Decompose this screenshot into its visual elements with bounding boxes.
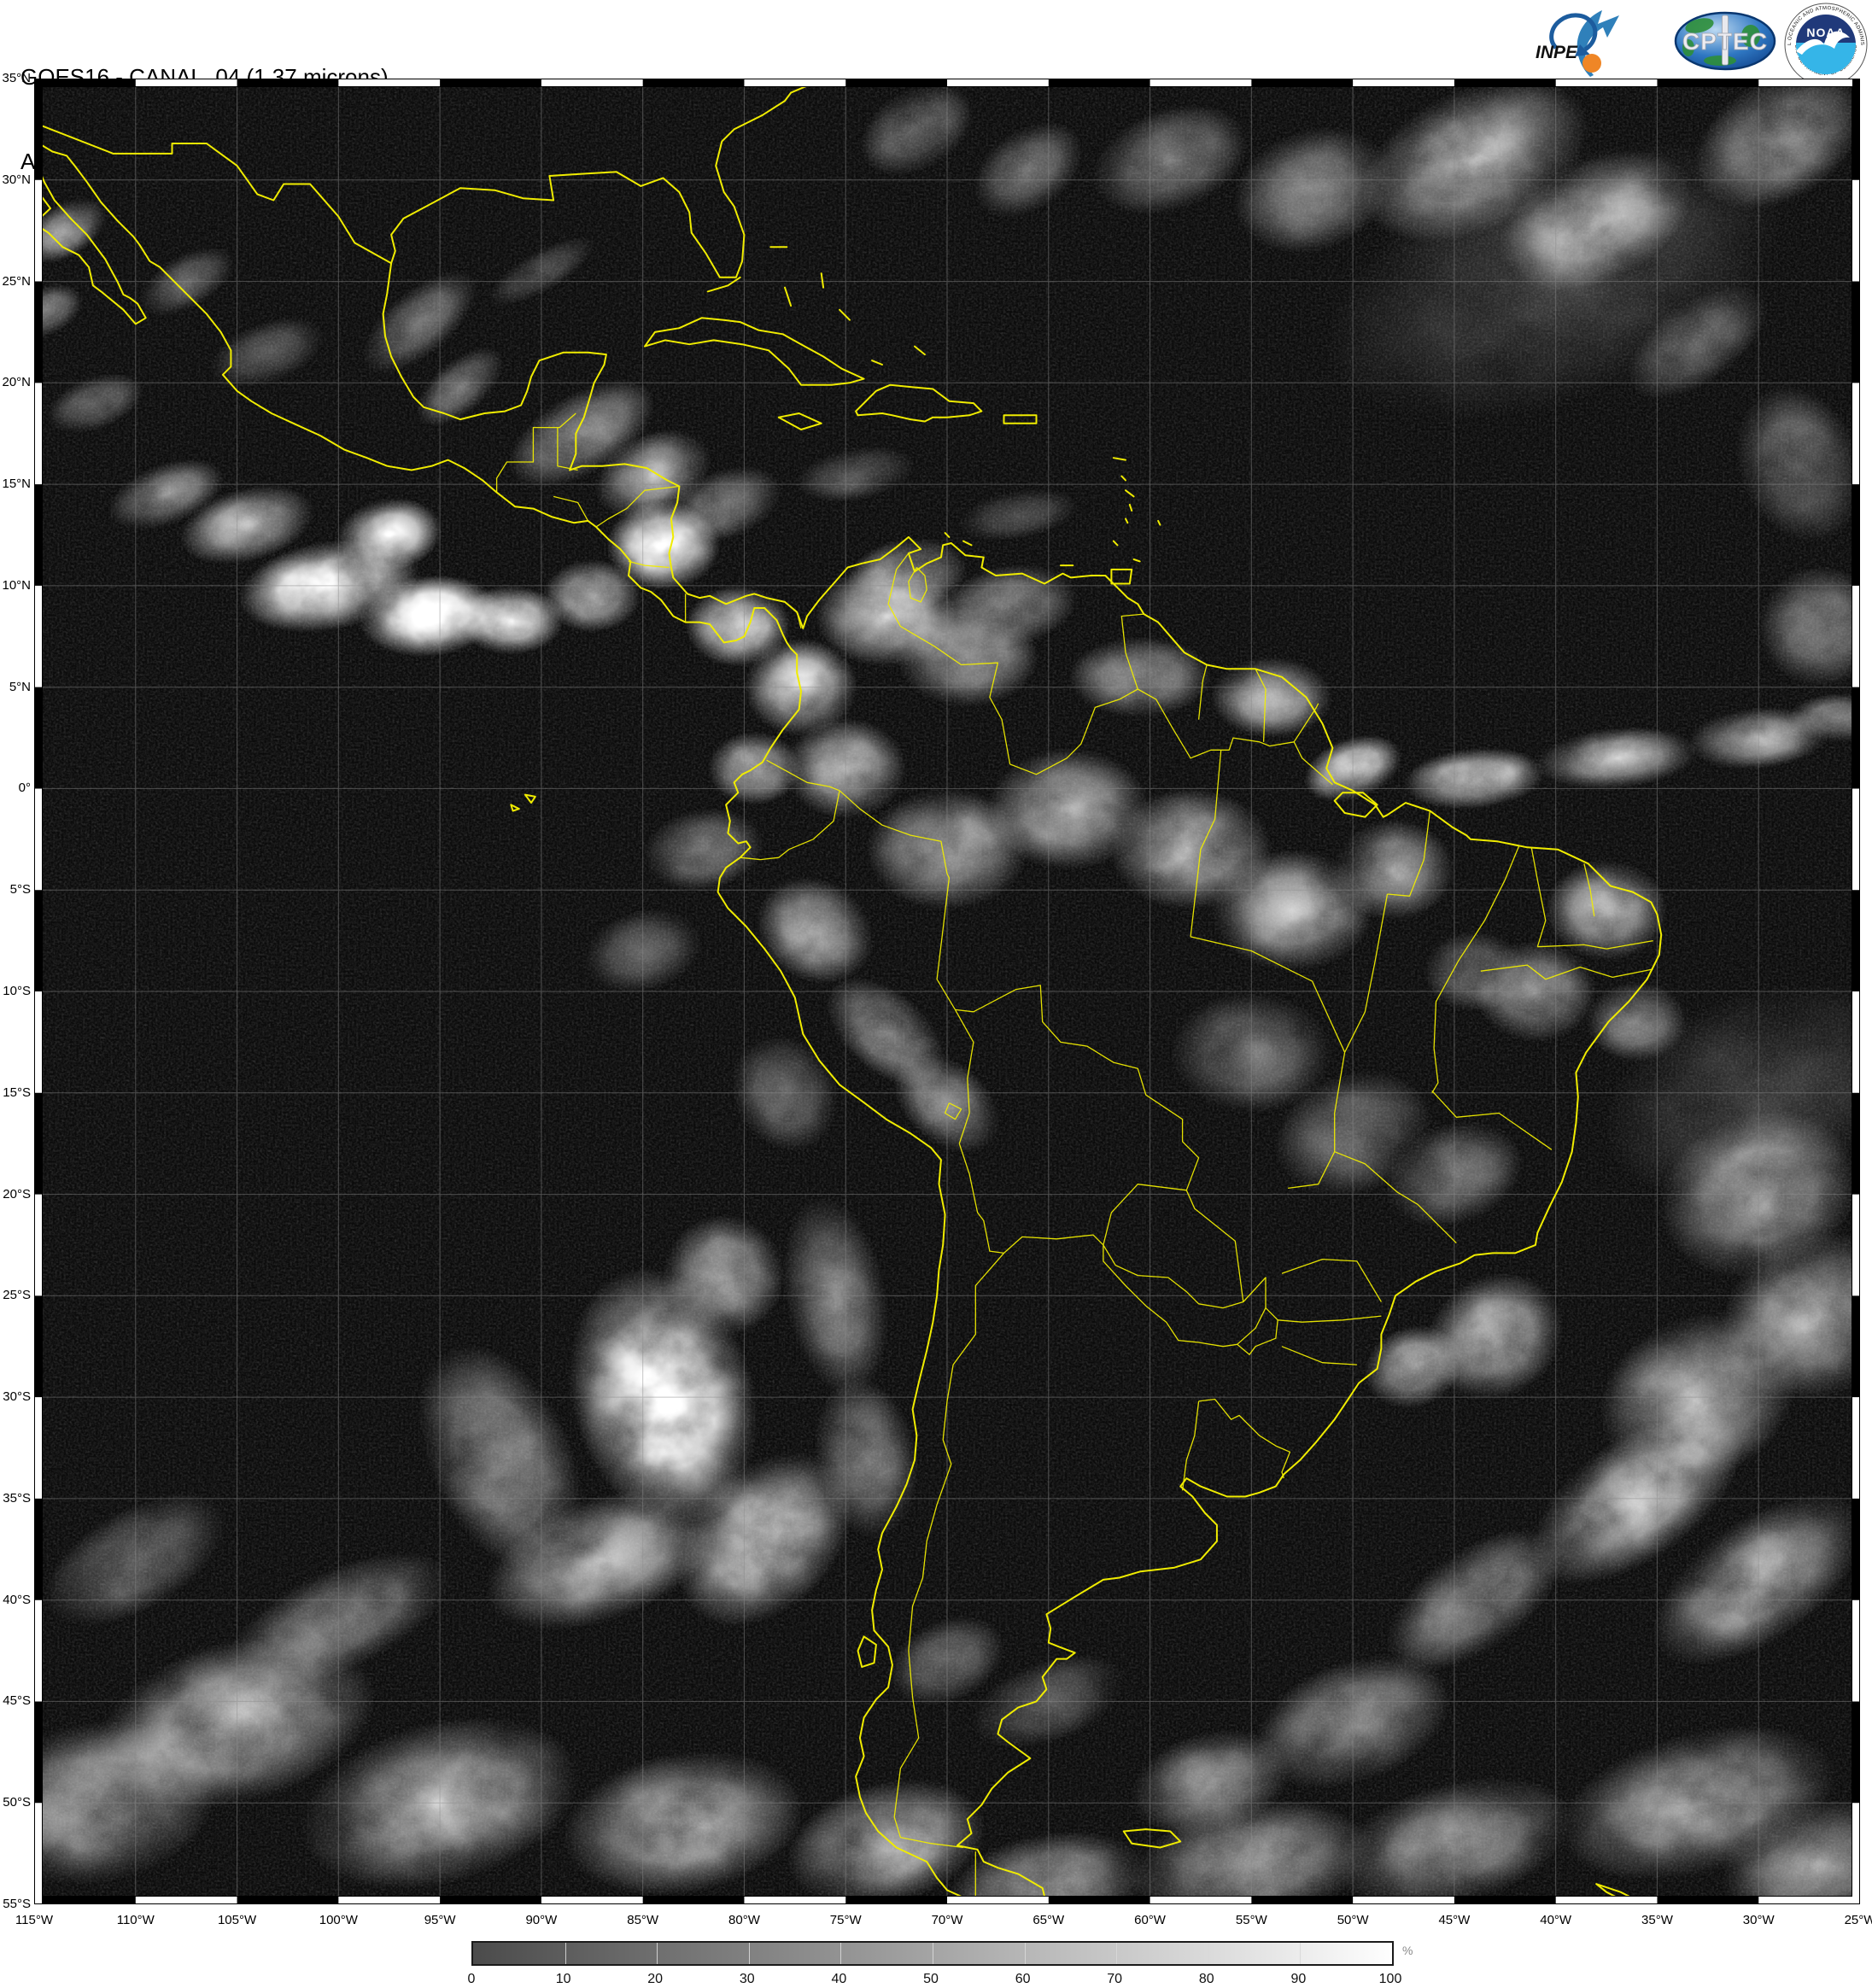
lat-tick-label: 35°N (2, 71, 31, 85)
lon-tick-label: 25°W (1844, 1913, 1872, 1927)
colorbar (471, 1941, 1394, 1966)
lon-tick-label: 70°W (931, 1913, 963, 1927)
colorbar-tick-label: 30 (739, 1972, 755, 1986)
colorbar-tick-line (1024, 1943, 1026, 1964)
inpe-swoosh-arrow-icon (1577, 10, 1619, 77)
lon-tick-label: 80°W (728, 1913, 760, 1927)
lat-tick-label: 15°S (3, 1085, 31, 1100)
lat-tick-label: 55°S (3, 1897, 31, 1911)
lon-tick-label: 45°W (1438, 1913, 1471, 1927)
lon-tick-label: 95°W (424, 1913, 456, 1927)
lon-tick-label: 30°W (1742, 1913, 1775, 1927)
lat-tick-label: 25°S (3, 1288, 31, 1303)
noaa-emblem-icon (1796, 15, 1856, 74)
lon-tick-label: 35°W (1641, 1913, 1673, 1927)
lat-tick-label: 5°N (9, 679, 31, 694)
map-frame (34, 79, 1860, 1904)
colorbar-tick-label: 10 (555, 1972, 571, 1986)
inpe-logo: INPE (1536, 10, 1619, 77)
colorbar-tick-label: 50 (923, 1972, 939, 1986)
lat-tick-label: 25°N (2, 273, 31, 289)
lat-tick-label: 40°S (3, 1592, 31, 1607)
colorbar-tick-line (748, 1943, 750, 1964)
political-borders-layer (495, 412, 1653, 1903)
inpe-logo-label: INPE (1536, 43, 1578, 62)
graticule-grid (34, 79, 1860, 1904)
lon-tick-label: 85°W (627, 1913, 659, 1927)
colorbar-tick-line (1300, 1943, 1302, 1964)
colorbar-tick-label: 40 (831, 1972, 847, 1986)
lon-tick-label: 55°W (1235, 1913, 1267, 1927)
lon-tick-label: 115°W (15, 1913, 54, 1927)
satellite-map-image (34, 79, 1860, 1904)
coastlines-layer (34, 79, 1663, 1903)
colorbar-tick-line (565, 1943, 566, 1964)
lat-tick-label: 20°S (3, 1186, 31, 1202)
lat-tick-label: 30°N (2, 172, 31, 187)
noaa-logo-label: NOAA (1806, 26, 1845, 39)
colorbar-tick-label: 90 (1290, 1972, 1307, 1986)
lon-tick-label: 110°W (116, 1913, 155, 1927)
lon-tick-label: 50°W (1337, 1913, 1369, 1927)
lat-tick-label: 15°N (2, 477, 31, 492)
colorbar-tick-label: 70 (1107, 1972, 1123, 1986)
cptec-t-stem (1722, 15, 1729, 66)
colorbar-tick-label: 20 (647, 1972, 664, 1986)
satellite-image-canvas (34, 79, 1860, 1904)
lon-tick-label: 75°W (829, 1913, 862, 1927)
lat-tick-label: 0° (18, 781, 31, 796)
inpe-orange-dot-icon (1582, 54, 1601, 73)
colorbar-tick-line (840, 1943, 842, 1964)
lat-tick-label: 20°N (2, 375, 31, 390)
colorbar-unit-label: % (1402, 1944, 1413, 1957)
cptec-logo-label: CPTEC (1682, 28, 1768, 55)
colorbar-tick-label: 100 (1378, 1972, 1402, 1986)
colorbar-tick-line (657, 1943, 658, 1964)
lon-tick-label: 90°W (525, 1913, 558, 1927)
cloud-layer (34, 79, 1860, 1904)
lon-tick-label: 40°W (1540, 1913, 1572, 1927)
logo-row: INPE CPTEC (1530, 2, 1869, 87)
lat-tick-label: 35°S (3, 1490, 31, 1506)
lat-tick-label: 5°S (9, 882, 31, 898)
colorbar-tick-label: 80 (1198, 1972, 1214, 1986)
lon-tick-label: 60°W (1134, 1913, 1166, 1927)
colorbar-tick-line (1208, 1943, 1209, 1964)
lat-tick-label: 50°S (3, 1795, 31, 1810)
lat-tick-label: 10°S (3, 984, 31, 998)
colorbar-tick-label: 0 (467, 1972, 476, 1986)
cptec-logo: CPTEC (1674, 11, 1776, 71)
colorbar-tick-label: 60 (1015, 1972, 1031, 1986)
noaa-gull-icon (1796, 31, 1850, 55)
lon-tick-label: 65°W (1033, 1913, 1065, 1927)
lon-tick-label: 100°W (319, 1913, 358, 1927)
noaa-logo: NATIONAL OCEANIC AND ATMOSPHERIC ADMINIS… (1783, 2, 1868, 86)
inpe-orbit-arrow-icon (1549, 13, 1598, 56)
lon-tick-label: 105°W (217, 1913, 257, 1927)
colorbar-tick-line (1116, 1943, 1118, 1964)
lat-tick-label: 30°S (3, 1389, 31, 1405)
lat-tick-label: 45°S (3, 1693, 31, 1709)
lat-tick-label: 10°N (2, 577, 31, 593)
